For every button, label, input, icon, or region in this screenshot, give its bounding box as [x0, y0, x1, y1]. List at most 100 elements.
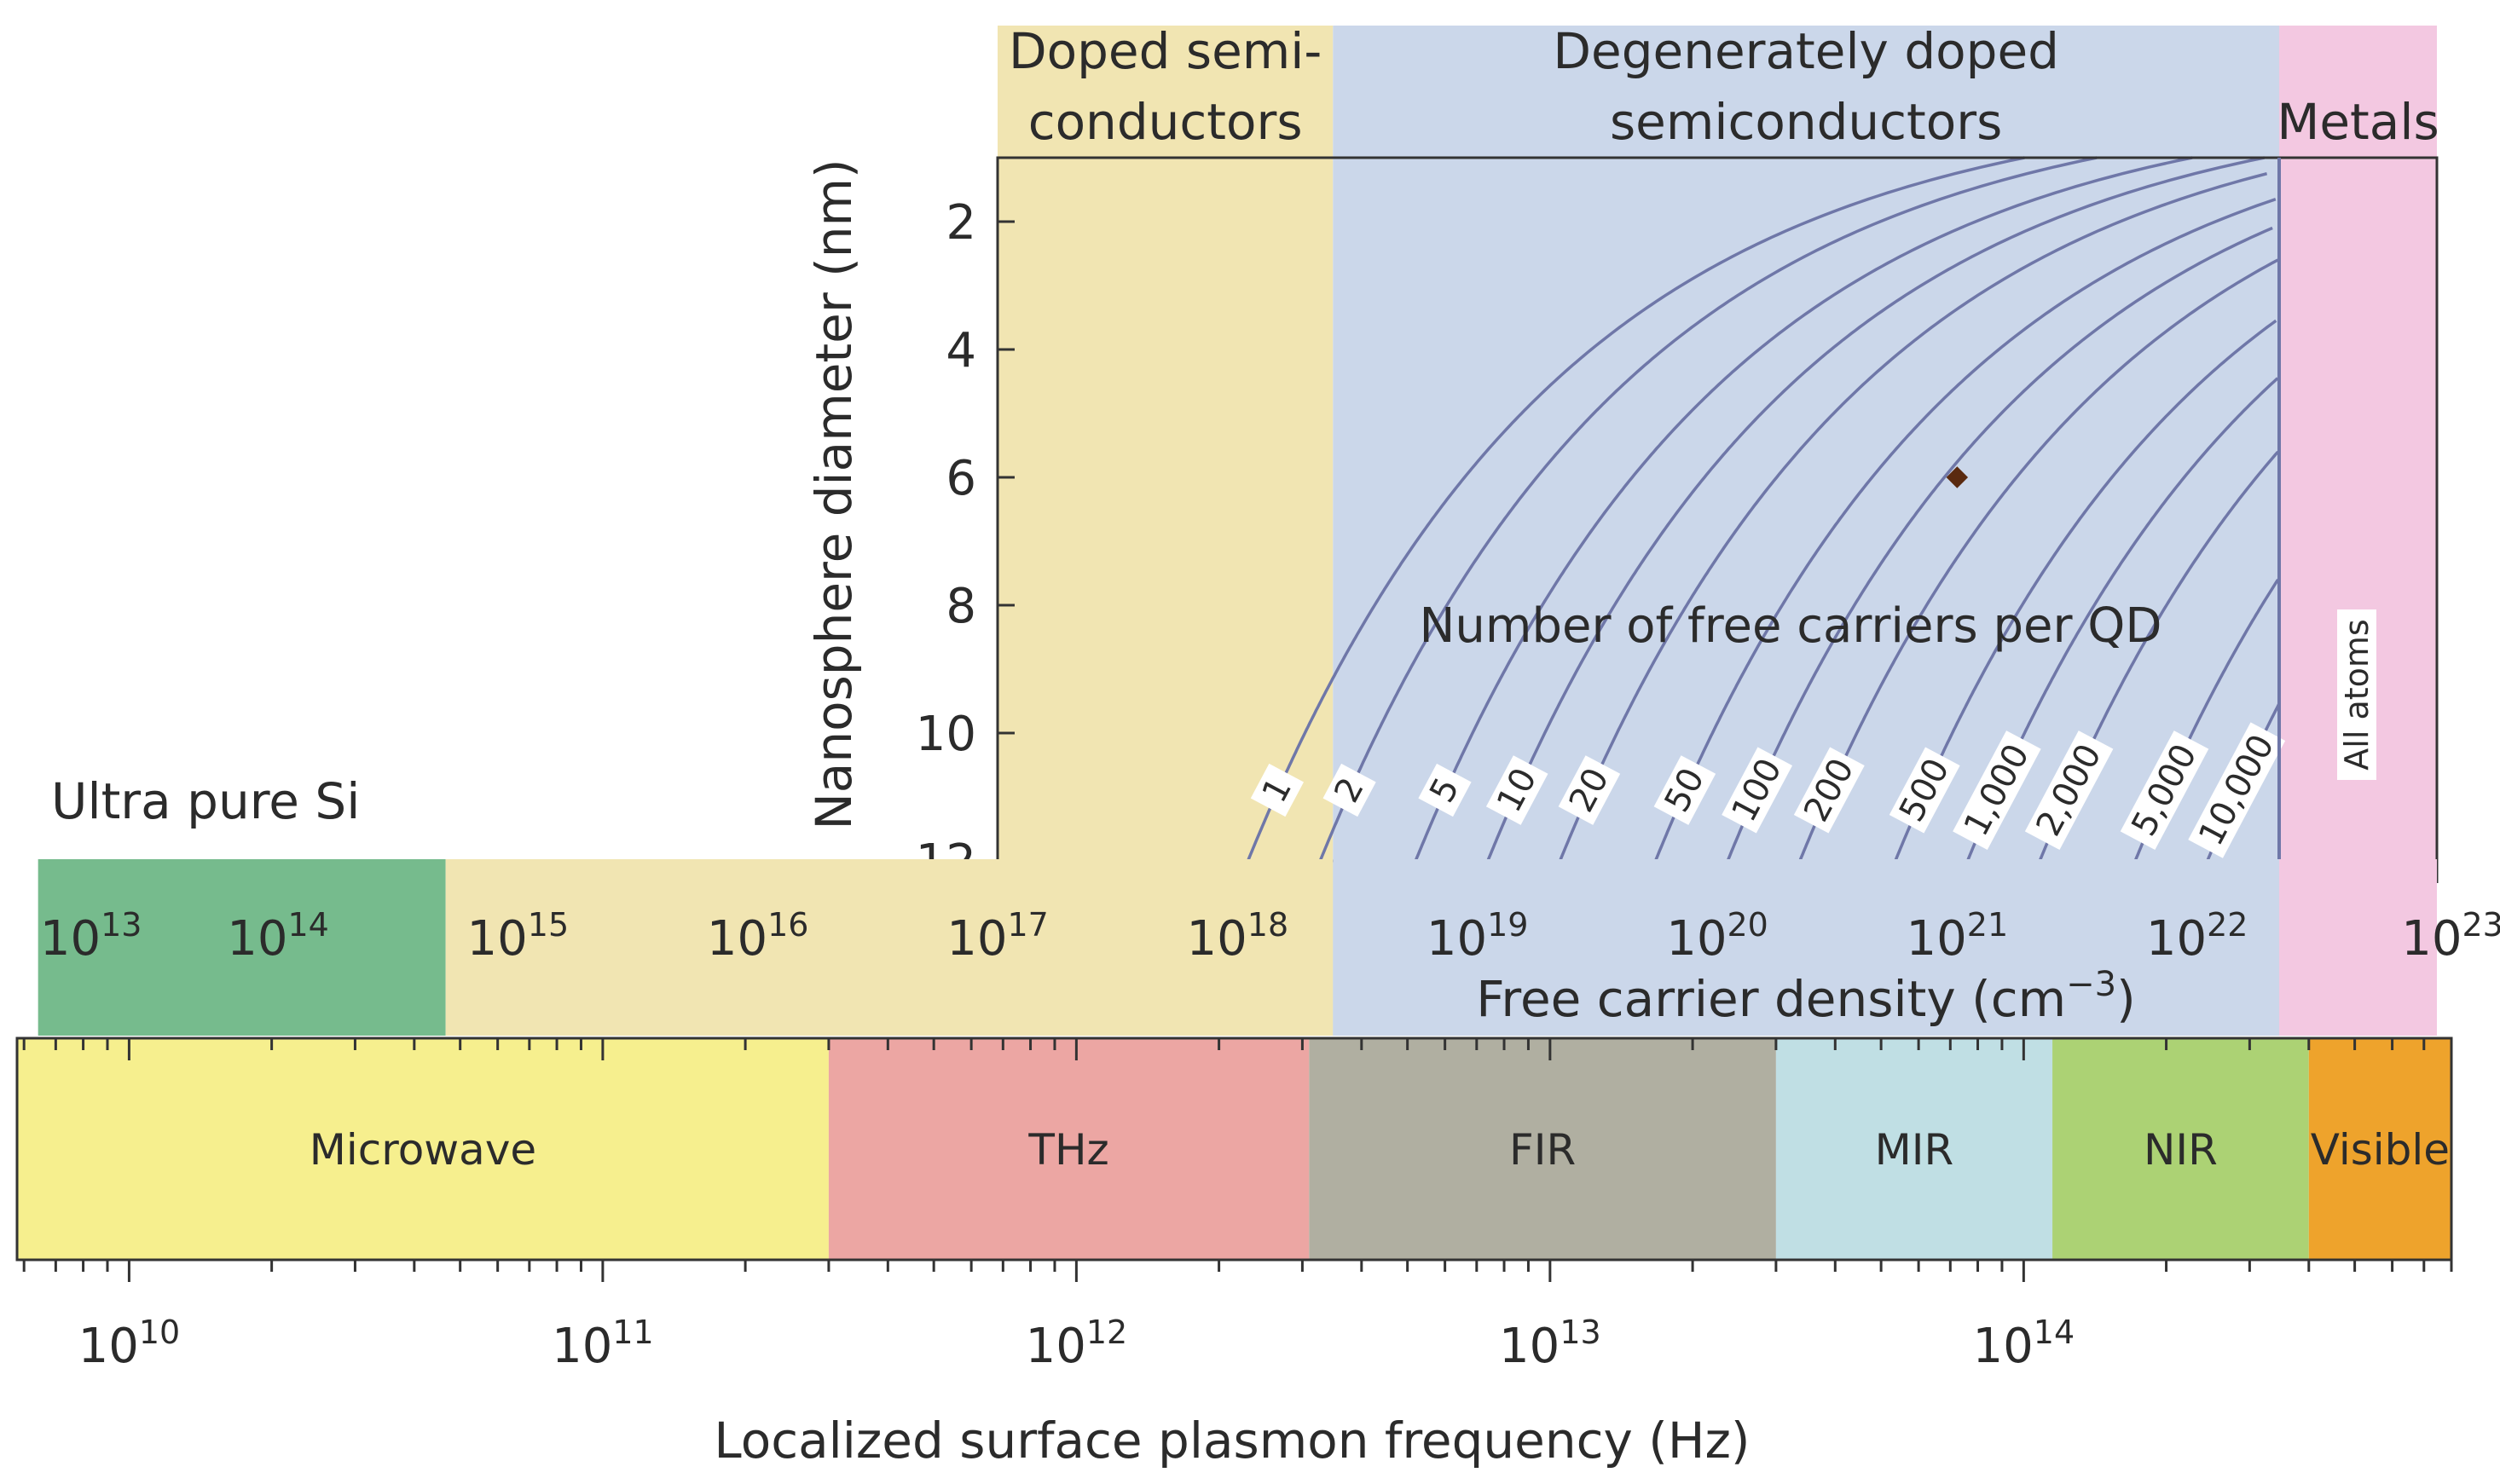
region-label-degenerate-1: Degenerately doped — [1553, 22, 2059, 80]
density-tick-label-15: 1015 — [467, 906, 570, 967]
density-tick-label-18: 1018 — [1187, 906, 1289, 967]
density-tick-label-15-exp: 15 — [528, 906, 569, 944]
contour-label-bg — [1322, 763, 1376, 817]
density-tick-label-23-exp: 23 — [2462, 906, 2500, 944]
all-atoms-bg — [2337, 609, 2377, 780]
freq-tick-label-12: 1012 — [1026, 1314, 1128, 1374]
freq-band-nir — [2052, 1038, 2309, 1260]
x-axis-label: Free carrier density (cm−3) — [1476, 965, 2135, 1028]
contour-label-bg — [1722, 747, 1793, 834]
freq-band-label-microwave: Microwave — [310, 1125, 536, 1175]
density-tick-label-19-base: 10 — [1427, 911, 1487, 967]
density-tick-label-20-base: 10 — [1666, 911, 1727, 967]
contour-label-bg — [1793, 747, 1865, 834]
freq-band-label-nir: NIR — [2144, 1125, 2218, 1175]
density-tick-label-14-exp: 14 — [287, 906, 328, 944]
density-band-0 — [38, 859, 446, 1036]
region-label-doped-2: conductors — [1028, 93, 1303, 151]
freq-tick-label-13-exp: 13 — [1560, 1314, 1600, 1351]
density-tick-label-15-base: 10 — [467, 911, 528, 967]
contour-label-bg — [1889, 747, 1960, 834]
y-tick-label-4: 4 — [946, 323, 976, 378]
ultra-pure-si-label: Ultra pure Si — [51, 772, 360, 830]
y-tick-label-8: 8 — [946, 579, 976, 634]
contour-line-2 — [1318, 156, 2098, 862]
freq-band-label-thz: THz — [1027, 1125, 1108, 1175]
contour-line-5 — [1414, 156, 2193, 862]
all-atoms-text: All atoms — [2338, 619, 2376, 770]
contour-lines — [1246, 156, 2281, 862]
freq-tick-label-14-base: 10 — [1973, 1319, 2034, 1374]
contour-line-100 — [1726, 226, 2273, 862]
freq-tick-label-10-exp: 10 — [139, 1314, 180, 1351]
contour-label-bg — [1558, 755, 1621, 825]
density-tick-label-21-exp: 21 — [1967, 906, 2008, 944]
y-axis-label: Nanosphere diameter (nm) — [805, 159, 863, 829]
contour-line-1 — [1246, 156, 2025, 862]
freq-band-thz — [828, 1038, 1310, 1260]
density-tick-label-21: 1021 — [1907, 906, 2009, 967]
density-tick-label-17-base: 10 — [946, 911, 1007, 967]
contour-label-bg — [1953, 730, 2041, 850]
density-band-2 — [1333, 859, 2280, 1036]
freq-band-microwave — [17, 1038, 829, 1260]
freq-tick-label-11-exp: 11 — [612, 1314, 653, 1351]
density-tick-label-14: 1014 — [227, 906, 329, 967]
x-axis-label-exp: −3 — [2066, 965, 2116, 1004]
density-tick-label-22-base: 10 — [2146, 911, 2207, 967]
contour-label-bg — [2120, 730, 2209, 850]
freq-tick-label-11: 1011 — [552, 1314, 654, 1374]
freq-tick-label-14-exp: 14 — [2034, 1314, 2075, 1351]
freq-tick-label-10: 1010 — [78, 1314, 181, 1374]
density-tick-label-22-exp: 22 — [2207, 906, 2248, 944]
density-tick-label-13: 1013 — [40, 906, 142, 967]
density-tick-label-17-exp: 17 — [1007, 906, 1048, 944]
density-tick-label-16-exp: 16 — [767, 906, 808, 944]
density-tick-label-14-base: 10 — [227, 911, 287, 967]
contour-label-bg — [1485, 755, 1548, 825]
density-band-1 — [445, 859, 1334, 1036]
density-scale: 1013 1014 1015 1016 1017 1018 1019 1020 1021 1022… — [38, 859, 2500, 1036]
contour-label-bg — [2188, 722, 2286, 858]
all-atoms-label: All atoms — [2337, 609, 2377, 780]
freq-band-mir — [1775, 1038, 2053, 1260]
contour-line-10 — [1486, 156, 2266, 862]
density-tick-label-23-base: 10 — [2401, 911, 2462, 967]
density-tick-label-23: 1023 — [2401, 906, 2500, 967]
contour-label-bg — [2024, 730, 2114, 850]
contour-label-bg — [1250, 763, 1305, 817]
density-tick-label-16: 1016 — [707, 906, 809, 967]
density-tick-label-17: 1017 — [946, 906, 1049, 967]
x-axis-label-text: Free carrier density (cm — [1476, 970, 2066, 1028]
freq-band-label-fir: FIR — [1509, 1125, 1576, 1175]
x-axis-label-close: ) — [2116, 970, 2136, 1028]
freq-band-fir — [1309, 1038, 1776, 1260]
freq-tick-label-12-base: 10 — [1026, 1319, 1086, 1374]
chart-title: Number of free carriers per QD — [1420, 598, 2162, 654]
freq-band-label-mir: MIR — [1875, 1125, 1954, 1175]
density-tick-label-21-base: 10 — [1907, 911, 1967, 967]
contour-line-50 — [1653, 198, 2277, 862]
density-tick-label-20-exp: 20 — [1727, 906, 1768, 944]
density-tick-label-18-base: 10 — [1187, 911, 1247, 967]
y-tick-label-2: 2 — [946, 195, 976, 251]
density-tick-label-19: 1019 — [1427, 906, 1529, 967]
region-label-degenerate-2: semiconductors — [1610, 93, 2002, 151]
freq-tick-label-11-base: 10 — [552, 1319, 612, 1374]
freq-tick-label-10-base: 10 — [78, 1319, 139, 1374]
region-label-doped-1: Doped semi- — [1009, 22, 1322, 80]
density-tick-label-13-base: 10 — [40, 911, 101, 967]
density-tick-label-19-exp: 19 — [1487, 906, 1528, 944]
freq-tick-label-13-base: 10 — [1499, 1319, 1560, 1374]
density-tick-label-13-exp: 13 — [101, 906, 142, 944]
freq-tick-label-12-exp: 12 — [1086, 1314, 1127, 1351]
density-tick-label-16-base: 10 — [707, 911, 767, 967]
contour-label-1: 1 — [1250, 763, 1305, 817]
density-tick-label-22: 1022 — [2146, 906, 2248, 967]
freq-band-visible — [2308, 1038, 2451, 1260]
density-band-3 — [2279, 859, 2437, 1036]
y-tick-label-10: 10 — [916, 707, 976, 762]
contour-line-20 — [1558, 172, 2268, 862]
